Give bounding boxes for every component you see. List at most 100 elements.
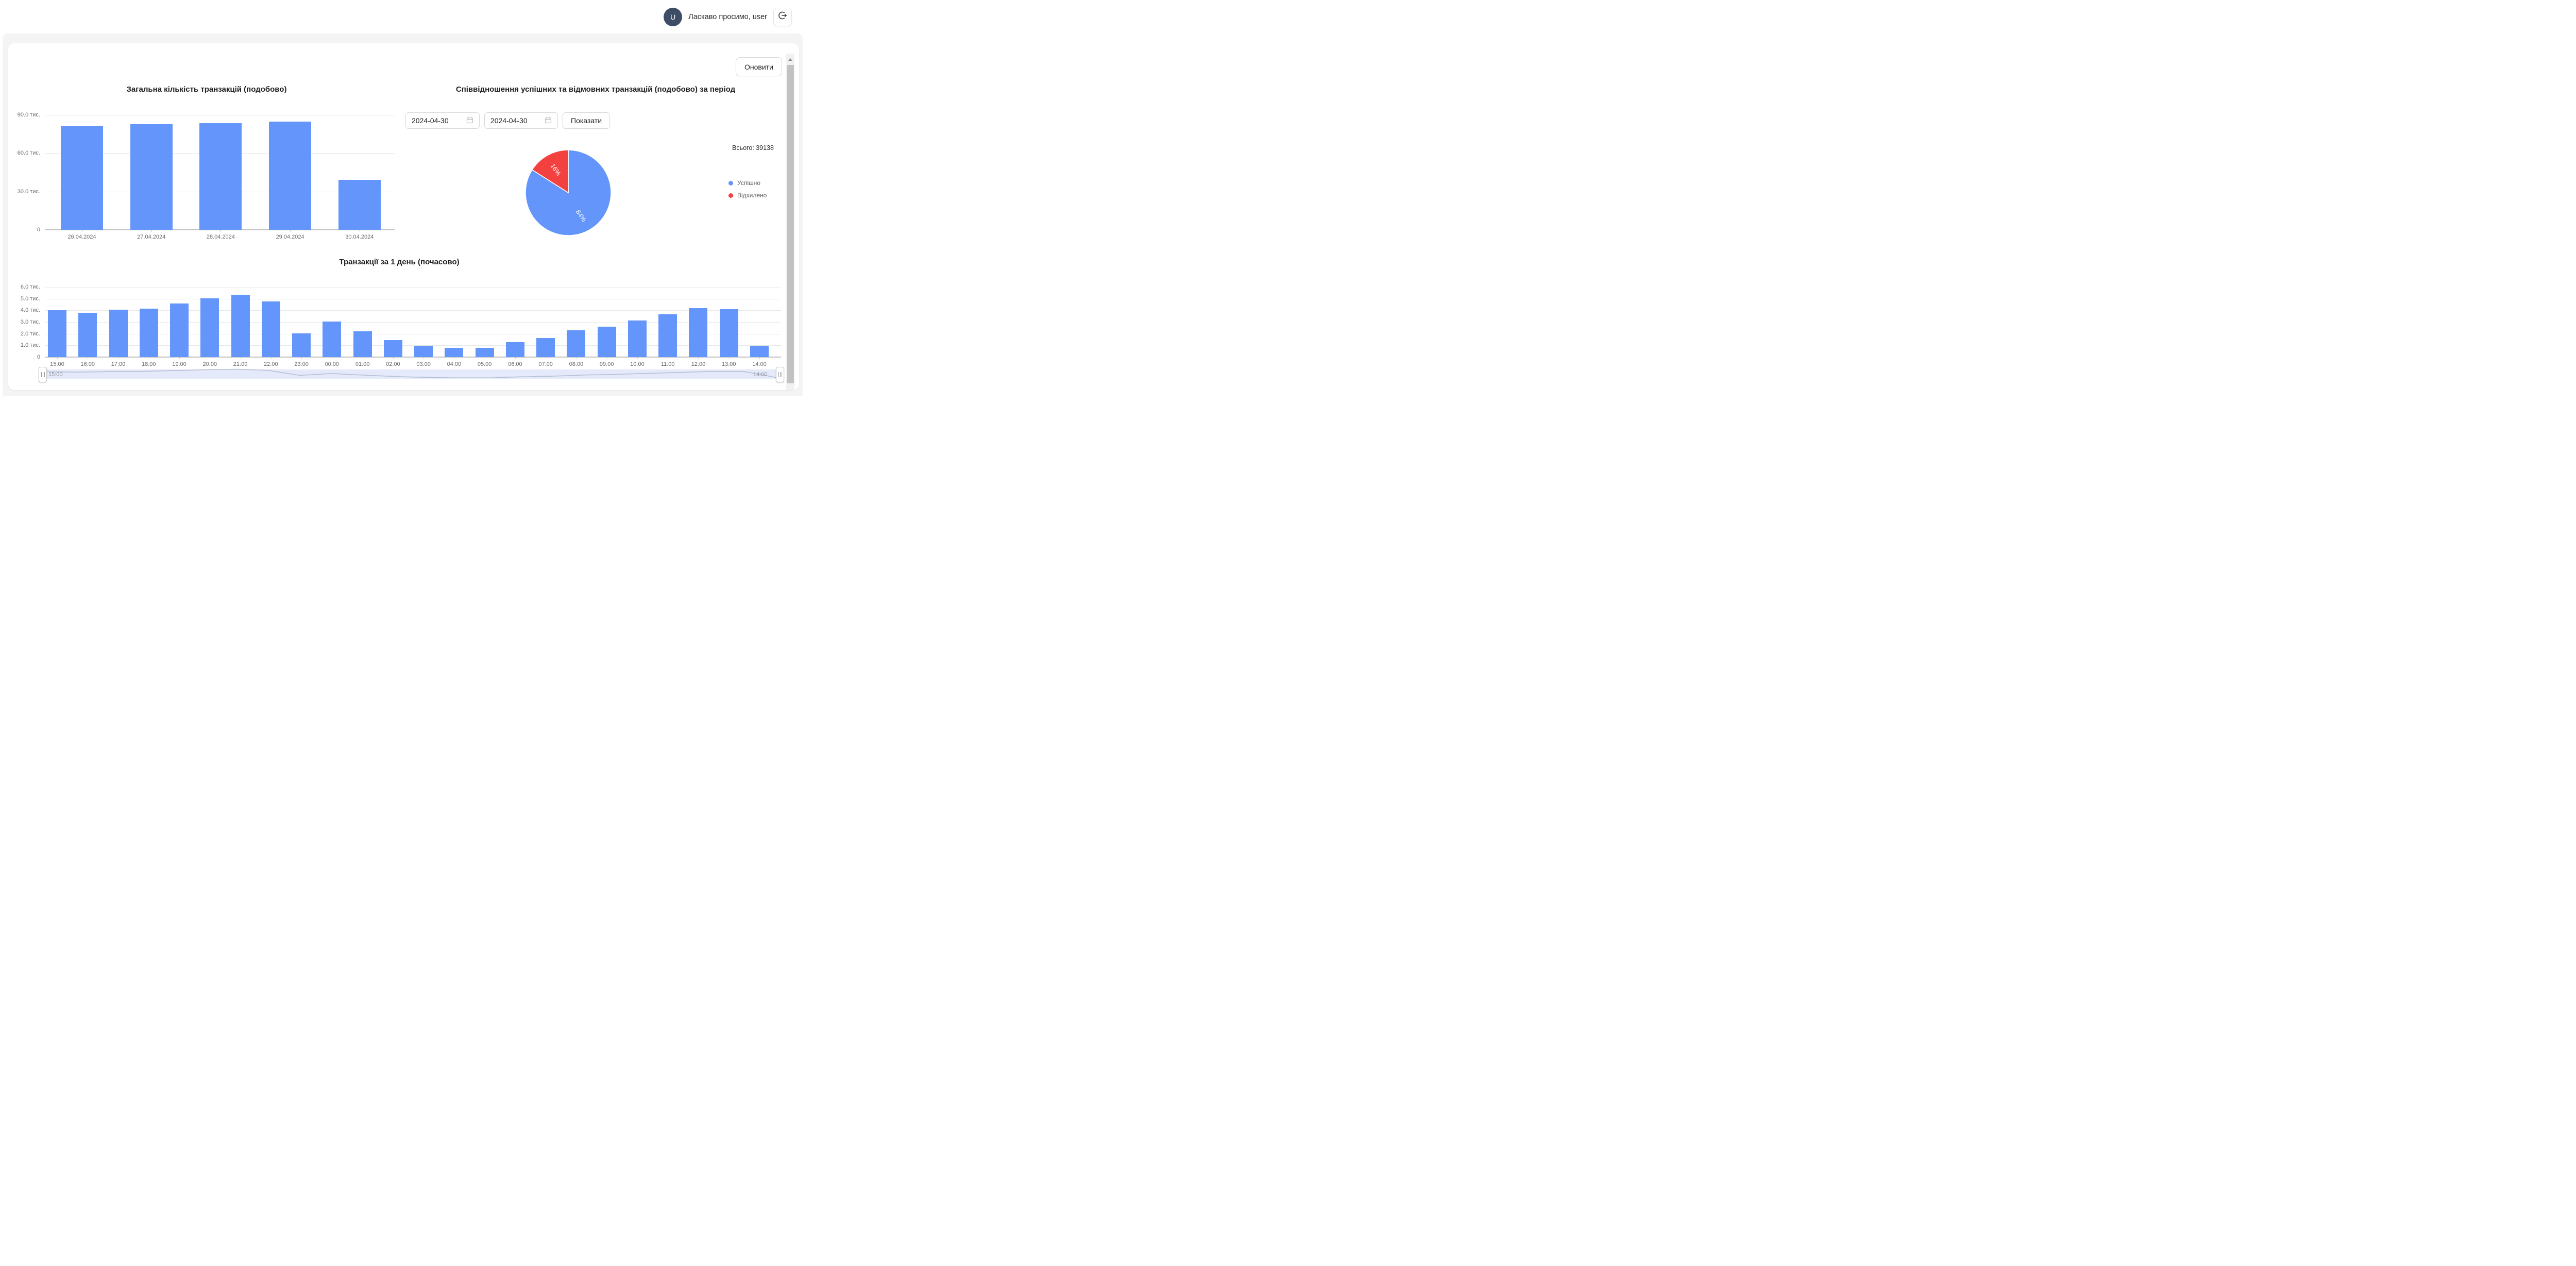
- range-end-label: 14:00: [753, 372, 768, 378]
- scrollbar-track[interactable]: [786, 54, 794, 390]
- bar: [48, 310, 66, 357]
- x-axis-tick-label: 09:00: [599, 361, 614, 367]
- x-axis-tick-label: 28.04.2024: [206, 234, 235, 240]
- legend-dot-declined: [728, 193, 733, 198]
- x-axis-tickmark: [759, 357, 760, 359]
- pie-total-label: Всього: 39138: [732, 144, 774, 151]
- bar: [292, 333, 311, 357]
- range-slider-right-handle[interactable]: [776, 367, 784, 382]
- x-axis-tick-label: 18:00: [142, 361, 156, 367]
- bar: [628, 320, 647, 357]
- bar: [567, 330, 586, 357]
- x-axis-tickmark: [179, 357, 180, 359]
- range-slider-left-handle[interactable]: [39, 367, 47, 382]
- x-axis-tick-label: 14:00: [752, 361, 767, 367]
- pie-chart-title: Співвідношення успішних та відмовних тра…: [455, 85, 736, 94]
- x-axis-tickmark: [728, 357, 730, 359]
- bar: [78, 312, 97, 357]
- y-axis-tick-label: 3.0 тис.: [20, 319, 40, 325]
- bar: [383, 340, 402, 357]
- x-axis-tickmark: [515, 357, 516, 359]
- legend-label-success: Успішно: [737, 179, 760, 187]
- pie-svg: 84%16%: [525, 149, 612, 236]
- date-from-input[interactable]: 2024-04-30: [405, 112, 480, 129]
- x-axis-tick-label: 01:00: [355, 361, 370, 367]
- x-axis-tick-label: 10:00: [630, 361, 645, 367]
- avatar[interactable]: U: [664, 7, 683, 26]
- x-axis-tick-label: 13:00: [721, 361, 736, 367]
- y-axis-tick-label: 5.0 тис.: [20, 295, 40, 302]
- bar: [170, 303, 189, 357]
- logout-button[interactable]: [773, 7, 792, 26]
- bar: [719, 309, 738, 357]
- gridline: [45, 310, 781, 311]
- range-slider-band[interactable]: [46, 369, 776, 379]
- x-axis-tick-label: 03:00: [416, 361, 431, 367]
- x-axis-baseline: [45, 229, 395, 230]
- y-axis-tick-label: 60.0 тис.: [17, 150, 40, 157]
- y-axis-tick-label: 30.0 тис.: [17, 188, 40, 195]
- x-axis-tick-label: 17:00: [111, 361, 126, 367]
- x-axis-tickmark: [637, 357, 638, 359]
- bar: [199, 123, 242, 230]
- daily-bar-chart: 30.0 тис. 60.0 тис. 90.0 тис. 0 26.04.2024 27…: [18, 112, 395, 240]
- legend-item-success[interactable]: Успішно: [728, 179, 767, 187]
- legend-dot-success: [728, 180, 733, 185]
- scrollbar-up-arrow-icon[interactable]: [788, 58, 792, 61]
- x-axis-tickmark: [57, 357, 58, 359]
- pie-slice-Відхилено[interactable]: [531, 149, 569, 194]
- logout-icon: [778, 11, 787, 23]
- x-axis-tickmark: [118, 357, 119, 359]
- date-to-value: 2024-04-30: [490, 116, 528, 125]
- page-background: Оновити Загальна кількість транзакцій (п…: [3, 33, 803, 396]
- x-axis-tick-label: 23:00: [294, 361, 309, 367]
- bar: [750, 346, 769, 357]
- x-axis-tick-label: 15:00: [50, 361, 64, 367]
- bar: [353, 331, 372, 357]
- date-from-value: 2024-04-30: [412, 116, 449, 125]
- refresh-button[interactable]: Оновити: [736, 57, 782, 76]
- x-axis-tick-label: 30.04.2024: [345, 234, 374, 240]
- x-axis-baseline: [45, 357, 781, 358]
- gridline: [45, 287, 781, 288]
- date-to-input[interactable]: 2024-04-30: [484, 112, 558, 129]
- bar: [414, 346, 433, 357]
- y-axis-tick-label: 4.0 тис.: [20, 307, 40, 314]
- bar: [109, 310, 128, 357]
- y-axis-tick-label: 6.0 тис.: [20, 284, 40, 290]
- x-axis-tick-label: 05:00: [477, 361, 492, 367]
- welcome-text: Ласкаво просимо, user: [688, 12, 767, 21]
- bar: [130, 124, 173, 230]
- x-axis-tick-label: 12:00: [691, 361, 706, 367]
- hourly-chart-title: Транзакції за 1 день (почасово): [339, 258, 460, 266]
- bar: [231, 294, 250, 357]
- legend-item-declined[interactable]: Відхилено: [728, 192, 767, 199]
- y-axis-tick-label: 2.0 тис.: [20, 330, 40, 337]
- range-curve-line: [46, 368, 776, 378]
- x-axis-tickmark: [393, 357, 394, 359]
- pie-legend: Успішно Відхилено: [728, 179, 767, 199]
- legend-label-declined: Відхилено: [737, 192, 767, 199]
- x-axis-tick-label: 16:00: [80, 361, 95, 367]
- y-axis-tick-label: 0: [37, 354, 40, 360]
- bar: [269, 121, 312, 230]
- x-axis-tick-label: 26.04.2024: [67, 234, 96, 240]
- x-axis-tickmark: [698, 357, 699, 359]
- range-slider-curve: [46, 368, 776, 378]
- y-axis-tick-label: 90.0 тис.: [17, 112, 40, 118]
- gridline: [45, 345, 781, 346]
- x-axis-tick-label: 27.04.2024: [137, 234, 166, 240]
- dashboard-card: Оновити Загальна кількість транзакцій (п…: [8, 43, 799, 390]
- x-axis-tickmark: [576, 357, 577, 359]
- x-axis-tick-label: 19:00: [172, 361, 187, 367]
- range-start-label: 15:00: [48, 372, 63, 378]
- scrollbar-thumb[interactable]: [787, 65, 794, 383]
- x-axis-tickmark: [290, 230, 291, 232]
- y-axis-tick-label: 0: [37, 227, 40, 233]
- x-axis-tickmark: [270, 357, 272, 359]
- x-axis-tickmark: [423, 357, 425, 359]
- pie-chart: 84% 16%: [522, 146, 615, 239]
- show-button[interactable]: Показати: [563, 112, 611, 129]
- x-axis-tick-label: 11:00: [660, 361, 675, 367]
- pie-slice-Успішно[interactable]: [525, 149, 612, 236]
